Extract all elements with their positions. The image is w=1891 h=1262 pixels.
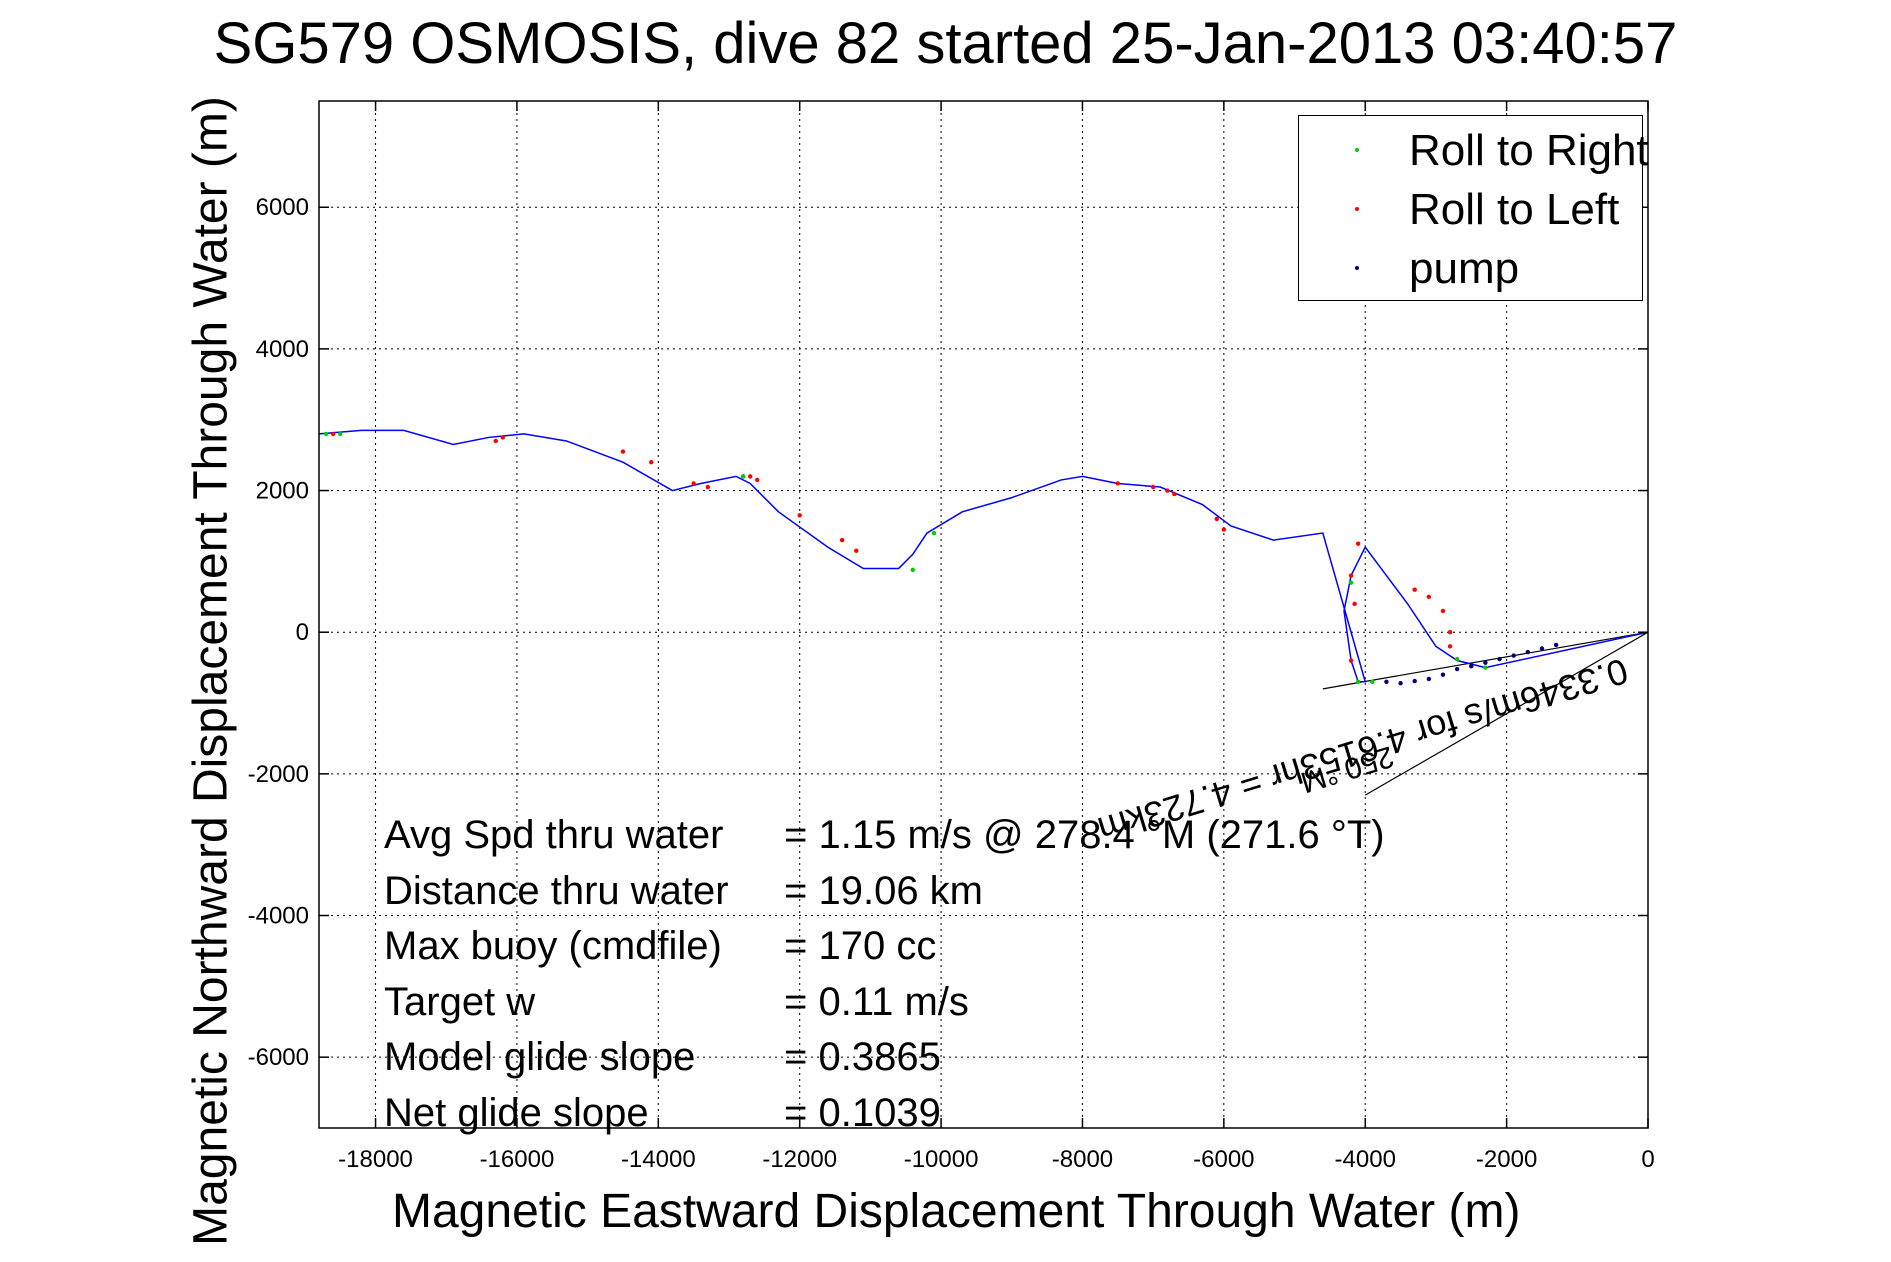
pump-point [1511, 653, 1516, 658]
roll-right-point [338, 431, 343, 437]
roll-left-point [854, 548, 859, 553]
y-tick-label: -4000 [248, 903, 309, 930]
pump-point [1412, 678, 1417, 684]
roll-left-point [1412, 587, 1417, 592]
pump-point [1525, 649, 1531, 655]
y-axis-label: Magnetic Northward Displacement Through … [184, 96, 238, 1246]
stat-label: Avg Spd thru water [384, 813, 724, 857]
roll-left-point [748, 474, 753, 479]
roll-left-point [1115, 481, 1121, 486]
roll-right-point [1370, 679, 1375, 684]
pump-point [1497, 656, 1502, 662]
roll-left-point [500, 435, 505, 440]
roll-left-point [797, 513, 802, 518]
x-tick-label: -6000 [1193, 1146, 1254, 1173]
roll-left-point [1426, 594, 1432, 599]
stat-label: Target w [384, 979, 536, 1024]
stat-value: = 0.11 m/s [784, 979, 969, 1024]
roll-left-point [620, 449, 626, 454]
stat-value: = 0.3865 [784, 1035, 941, 1079]
legend-item-roll-right: Roll to Right [1299, 124, 1649, 180]
stat-label: Net glide slope [384, 1090, 649, 1135]
x-tick-label: -4000 [1335, 1146, 1396, 1173]
roll-left-point [1447, 630, 1453, 635]
legend-item-roll-left: Roll to Left [1299, 183, 1642, 239]
stat-value: = 170 cc [784, 924, 937, 968]
roll-left-point [1221, 527, 1227, 532]
stat-label: Model glide slope [384, 1035, 696, 1079]
plot-frame [318, 100, 1649, 1129]
x-tick-label: -8000 [1052, 1146, 1113, 1173]
roll-left-point [691, 481, 696, 486]
roll-left-point [839, 537, 845, 543]
x-tick-label: -14000 [621, 1146, 696, 1173]
pump-marker [1355, 266, 1359, 270]
roll-left-point [1447, 644, 1453, 649]
legend: Roll to Right Roll to Left pump [1298, 115, 1649, 301]
roll-right-point [931, 530, 937, 536]
pump-point [1384, 679, 1389, 684]
roll-left-point [1214, 516, 1219, 522]
pump-point [1483, 660, 1488, 665]
roll-left-point [1355, 541, 1361, 546]
chart-title: SG579 OSMOSIS, dive 82 started 25-Jan-20… [213, 11, 1678, 76]
trajectory-series [318, 429, 1649, 683]
roll-left-point [755, 477, 760, 483]
y-tick-label: 2000 [256, 478, 309, 505]
roll-points [323, 431, 1559, 686]
x-tick-label: -10000 [904, 1146, 979, 1173]
roll-right-marker [1355, 148, 1359, 152]
stat-label: Distance thru water [384, 868, 729, 913]
roll-left-point [1348, 573, 1354, 578]
roll-left-point [1172, 491, 1177, 497]
legend-label: pump [1409, 244, 1520, 293]
legend-label: Roll to Right [1409, 126, 1649, 175]
roll-left-point [1150, 484, 1156, 490]
stat-value: = 1.15 m/s @ 278.4 °M (271.6 °T) [784, 813, 1385, 857]
y-tick-label: 6000 [256, 194, 309, 221]
y-tick-label: -6000 [248, 1044, 309, 1071]
roll-left-point [493, 438, 498, 444]
roll-left-point [330, 431, 336, 437]
roll-left-point [1165, 488, 1170, 493]
roll-left-point [1348, 658, 1354, 663]
roll-left-point [705, 484, 711, 490]
x-tick-label: -2000 [1476, 1146, 1537, 1173]
stat-value: = 19.06 km [784, 868, 984, 913]
roll-right-point [1483, 665, 1488, 670]
x-tick-label: 0 [1641, 1146, 1654, 1173]
roll-right-point [1355, 679, 1361, 684]
reference-line [1364, 631, 1649, 796]
roll-left-point [649, 460, 654, 465]
pump-point [1398, 681, 1403, 686]
roll-right-point [323, 431, 329, 437]
pump-point [1426, 676, 1432, 682]
tick-labels: -18000 -16000 -14000 -12000 -10000 -8000 -6000… [248, 194, 1655, 1173]
pump-point [1469, 664, 1474, 669]
x-tick-label: -12000 [762, 1146, 837, 1173]
roll-right-point [1454, 656, 1460, 662]
x-tick-label: -18000 [338, 1146, 413, 1173]
legend-item-pump: pump [1299, 242, 1642, 298]
y-tick-label: 4000 [256, 336, 309, 363]
y-tick-label: -2000 [248, 761, 309, 788]
stat-label: Max buoy (cmdfile) [384, 924, 722, 968]
y-tick-label: 0 [296, 619, 309, 646]
stat-value: = 0.1039 [784, 1090, 941, 1135]
legend-label: Roll to Left [1409, 185, 1620, 234]
x-tick-label: -16000 [480, 1146, 555, 1173]
x-axis-label: Magnetic Eastward Displacement Through W… [392, 1185, 1521, 1238]
pump-point [1539, 646, 1545, 651]
roll-right-point [1348, 580, 1354, 585]
pump-point [1454, 666, 1460, 672]
roll-left-point [1352, 601, 1357, 607]
pump-point [1553, 642, 1559, 648]
roll-left-marker [1355, 207, 1359, 211]
trajectory-line [318, 429, 1649, 683]
roll-left-point [1440, 608, 1446, 614]
roll-right-point [740, 474, 746, 479]
roll-right-point [910, 567, 916, 573]
pump-point [1440, 672, 1446, 677]
